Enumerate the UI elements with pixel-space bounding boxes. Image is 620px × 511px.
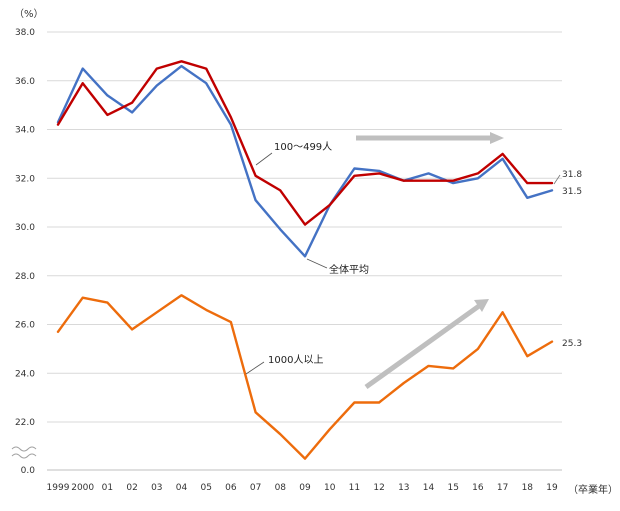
callout-leader-average — [306, 258, 328, 269]
y-tick-label: 26.0 — [15, 321, 35, 331]
x-tick-label: 01 — [102, 483, 113, 493]
x-tick-label: 12 — [373, 483, 384, 493]
y-tick-label: 28.0 — [15, 272, 35, 282]
flat-trend-arrow — [356, 132, 504, 144]
x-tick-label: 19 — [546, 483, 558, 493]
x-tick-label: 02 — [126, 483, 137, 493]
x-tick-label: 13 — [398, 483, 409, 493]
x-axis-ticks: 1999 2000 01 02 03 04 05 06 07 08 09 10 11 12 13 14 15 16… — [47, 483, 558, 493]
x-tick-label: 07 — [250, 483, 261, 493]
axis-break-icon — [11, 446, 37, 459]
x-tick-label: 16 — [472, 483, 484, 493]
y-tick-label: 30.0 — [15, 223, 35, 233]
y-unit-label: （%） — [14, 8, 44, 20]
series-line-2 — [56, 294, 554, 460]
y-tick-label: 22.0 — [15, 418, 35, 428]
y-tick-label: 32.0 — [15, 174, 35, 184]
x-tick-label: 04 — [176, 483, 188, 493]
x-tick-label: 15 — [447, 483, 458, 493]
x-tick-label: 03 — [151, 483, 162, 493]
series-line-0 — [56, 64, 554, 258]
y-tick-label: 36.0 — [15, 77, 35, 87]
x-axis-title: （卒業年） — [568, 483, 618, 496]
gridlines — [47, 31, 562, 423]
x-tick-label: 1999 — [47, 483, 70, 493]
series-line-1 — [56, 60, 554, 226]
x-tick-label: 09 — [299, 483, 311, 493]
x-tick-label: 10 — [324, 483, 336, 493]
y-tick-label: 34.0 — [15, 126, 35, 136]
end-leader-100-499 — [553, 174, 561, 185]
y-tick-label: 24.0 — [15, 369, 35, 379]
y-axis-ticks: 38.0 36.0 34.0 32.0 30.0 28.0 26.0 24.0 22.0 0.0 — [15, 28, 35, 476]
x-tick-label: 18 — [522, 483, 534, 493]
rising-trend-arrow — [364, 299, 489, 390]
x-tick-label: 14 — [423, 483, 435, 493]
y-tick-label: 0.0 — [21, 466, 36, 476]
x-tick-label: 06 — [225, 483, 237, 493]
x-tick-label: 05 — [200, 483, 211, 493]
end-label-average: 31.5 — [562, 187, 582, 197]
x-tick-label: 11 — [349, 483, 360, 493]
x-tick-label: 2000 — [71, 483, 94, 493]
x-tick-label: 08 — [275, 483, 287, 493]
callout-leader-100-499 — [255, 152, 273, 166]
series-layer — [56, 60, 554, 460]
series-label-100-499: 100〜499人 — [274, 141, 332, 153]
series-label-1000: 1000人以上 — [268, 354, 323, 366]
y-tick-label: 38.0 — [15, 28, 35, 38]
x-tick-label: 17 — [497, 483, 508, 493]
series-label-average: 全体平均 — [329, 263, 369, 276]
end-label-1000: 25.3 — [562, 339, 582, 349]
callout-leader-1000 — [245, 361, 265, 375]
end-label-100-499: 31.8 — [562, 170, 582, 180]
